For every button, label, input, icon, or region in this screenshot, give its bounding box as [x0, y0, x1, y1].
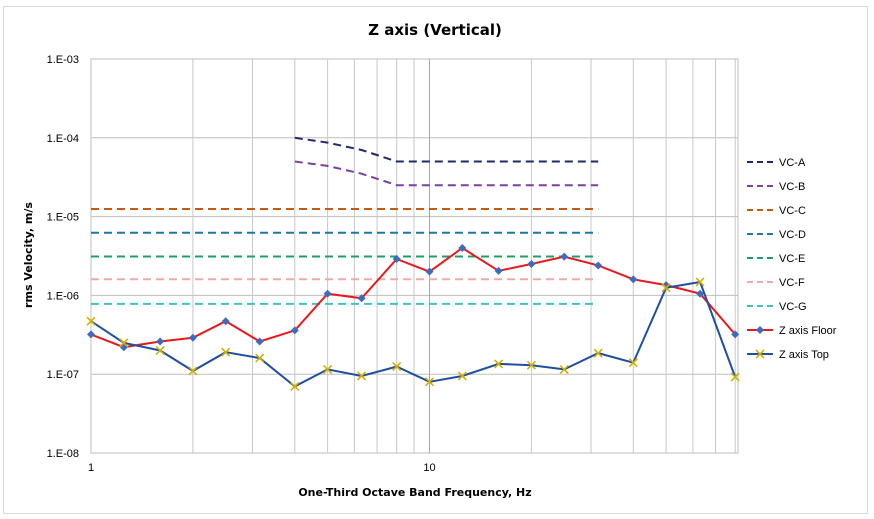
data-point [458, 243, 467, 252]
data-point [87, 330, 95, 339]
data-point [290, 381, 300, 391]
data-point [559, 364, 569, 374]
legend-label: VC-C [779, 205, 806, 217]
data-point [156, 337, 165, 346]
data-point [594, 261, 603, 270]
data-point [457, 371, 467, 381]
data-point [119, 343, 128, 352]
y-tick-label: 1.E-04 [47, 133, 79, 145]
data-point [629, 275, 638, 284]
legend-item: Z axis Top [747, 349, 829, 361]
data-point [155, 345, 165, 356]
data-point [255, 353, 265, 363]
data-point [560, 252, 569, 261]
series-z-axis-top [86, 277, 740, 391]
legend-item: VC-C [747, 205, 806, 217]
data-point [593, 348, 603, 358]
data-point [527, 260, 536, 269]
series-line [294, 136, 599, 163]
data-point [357, 294, 366, 303]
data-point [424, 377, 435, 387]
y-tick-label: 1.E-07 [47, 369, 79, 381]
data-point [628, 358, 638, 368]
y-tick-label: 1.E-06 [47, 290, 79, 302]
y-tick-label: 1.E-03 [47, 54, 79, 66]
y-tick-label: 1.E-08 [47, 448, 79, 460]
legend-item: VC-D [747, 229, 806, 241]
legend-label: VC-E [779, 253, 805, 265]
data-point [188, 333, 197, 342]
y-axis-label: rms Velocity, m/s [22, 202, 35, 308]
legend-label: VC-B [779, 181, 805, 193]
data-point [86, 316, 96, 326]
data-point [119, 338, 129, 348]
data-point [221, 317, 230, 326]
legend-label: VC-F [779, 277, 805, 289]
data-point [323, 364, 333, 374]
data-point [221, 347, 231, 357]
legend-label: VC-D [779, 229, 806, 241]
legend-label: Z axis Top [779, 349, 829, 361]
legend-item: VC-G [747, 301, 807, 313]
series-line [90, 246, 736, 349]
data-point [357, 371, 367, 381]
y-tick-label: 1.E-05 [47, 212, 79, 224]
tick-labels: 1.E-03 1.E-04 1.E-05 1.E-06 1.E-07 1.E-08 1 10 [47, 54, 436, 474]
x-tick-label: 10 [423, 462, 435, 474]
data-point [392, 254, 401, 263]
series-group [86, 136, 740, 391]
series-vc-b [294, 160, 599, 187]
data-point [425, 267, 434, 276]
series-line [90, 280, 737, 388]
legend-item: VC-B [747, 181, 805, 193]
data-point [494, 266, 503, 275]
series-z-axis-floor [87, 243, 740, 352]
legend-label: VC-G [779, 301, 807, 313]
series-line [294, 160, 599, 187]
data-point [290, 326, 299, 335]
legend-label: Z axis Floor [779, 325, 837, 337]
data-point [392, 361, 402, 372]
x-axis-label: One-Third Octave Band Frequency, Hz [298, 486, 531, 499]
legend-item: VC-F [747, 277, 805, 289]
chart-frame [3, 6, 868, 514]
legend-label: VC-A [779, 157, 806, 169]
data-point [323, 289, 332, 298]
legend: VC-A VC-B VC-C VC-D VC-E VC-F VC-G Z axis Floor… [747, 157, 837, 361]
data-point [730, 372, 740, 382]
data-point [695, 277, 705, 287]
chart-title: Z axis (Vertical) [368, 21, 502, 39]
series-vc-a [294, 136, 599, 163]
data-point [526, 360, 536, 370]
data-point [494, 359, 504, 369]
legend-item: VC-E [747, 253, 805, 265]
legend-item: VC-A [747, 157, 806, 169]
data-point [661, 283, 671, 293]
legend-marker [756, 326, 764, 334]
data-point [696, 289, 705, 298]
legend-item: Z axis Floor [747, 325, 837, 337]
data-point [188, 366, 198, 376]
x-tick-label: 1 [88, 462, 94, 474]
data-point [731, 330, 740, 339]
legend-marker [755, 349, 765, 359]
data-point [255, 337, 264, 346]
